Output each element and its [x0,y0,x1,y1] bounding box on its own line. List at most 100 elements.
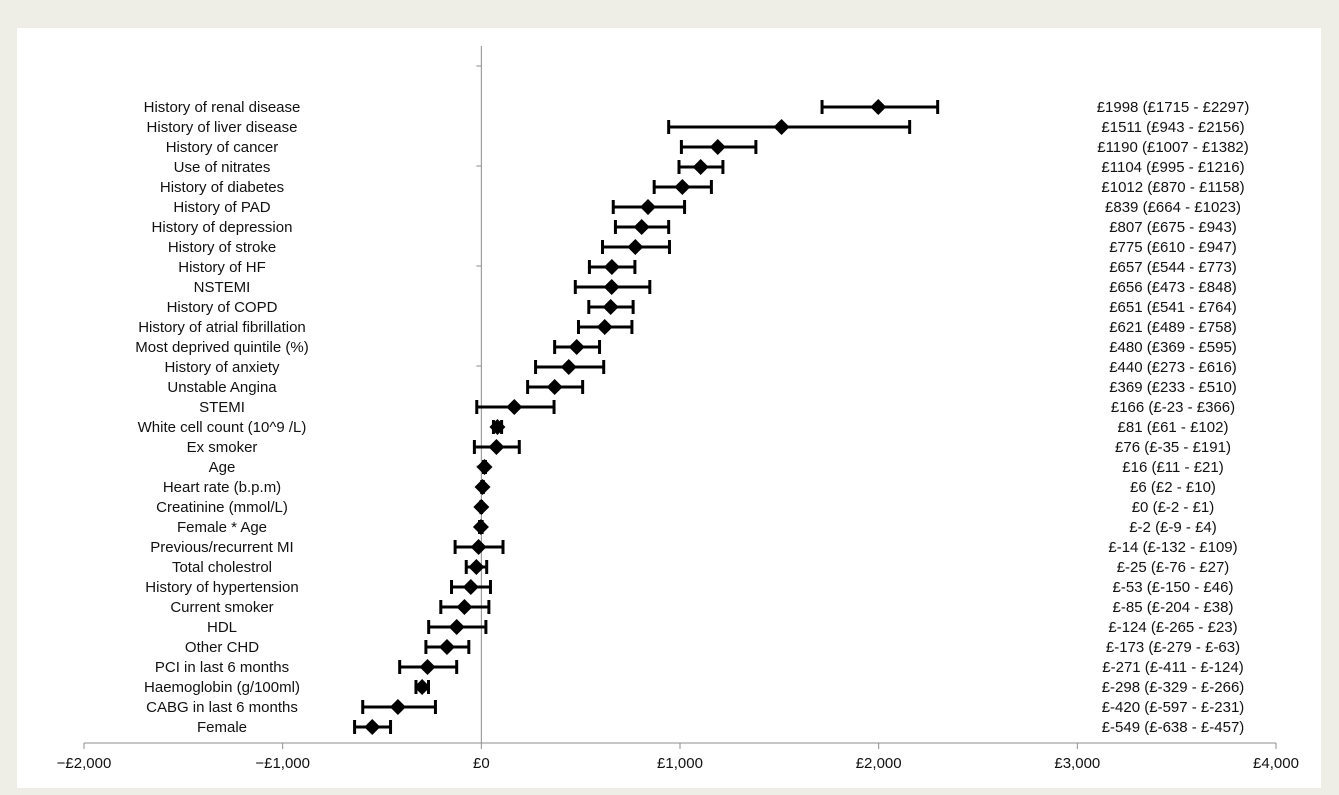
row-label: Heart rate (b.p.m) [163,479,281,496]
row-annotation: £-173 (£-279 - £-63) [1106,639,1240,656]
point-marker [462,579,479,595]
row-annotation: £-2 (£-9 - £4) [1129,519,1217,536]
x-tick-label: £3,000 [1054,755,1100,772]
row-label: Most deprived quintile (%) [135,339,308,356]
row-label: Ex smoker [187,439,258,456]
row-annotation: £839 (£664 - £1023) [1105,199,1241,216]
point-marker [473,499,490,515]
row-label: Haemoglobin (g/100ml) [144,679,300,696]
row-label: History of depression [152,219,293,236]
point-marker [560,359,577,375]
row-annotation: £-124 (£-265 - £23) [1108,619,1237,636]
row-label: History of atrial fibrillation [138,319,306,336]
point-marker [438,639,455,655]
row-label: History of cancer [166,139,279,156]
row-label: White cell count (10^9 /L) [138,419,307,436]
point-marker [596,319,613,335]
row-annotation: £-420 (£-597 - £-231) [1102,699,1245,716]
row-label: History of PAD [173,199,270,216]
point-marker [506,399,523,415]
row-annotation: £1104 (£995 - £1216) [1101,159,1244,176]
point-marker [474,479,491,495]
point-marker [603,279,620,295]
row-label: STEMI [199,399,245,416]
row-annotation: £369 (£233 - £510) [1109,379,1237,396]
row-label: Current smoker [170,599,273,616]
row-label: Female [197,719,247,736]
row-annotation: £81 (£61 - £102) [1118,419,1229,436]
row-annotation: £1511 (£943 - £2156) [1101,119,1244,136]
forest-plot: −£2,000 −£1,000 £0 £1,000 £2,000 £3,000 £4,000… [57,46,1299,772]
row-annotation: £0 (£-2 - £1) [1132,499,1215,516]
row-annotation: £-85 (£-204 - £38) [1113,599,1234,616]
row-annotation: £440 (£273 - £616) [1109,359,1237,376]
x-tick-label: −£2,000 [57,755,112,772]
row-label: Creatinine (mmol/L) [156,499,288,516]
row-label: Female * Age [177,519,267,536]
row-label: Total cholestrol [172,559,272,576]
point-marker [709,139,726,155]
point-marker [627,239,644,255]
row-annotation: £-53 (£-150 - £46) [1113,579,1234,596]
row-annotation: £-549 (£-638 - £-457) [1102,719,1245,736]
row-annotation: £621 (£489 - £758) [1109,319,1237,336]
row-label: NSTEMI [194,279,251,296]
row-annotation: £16 (£11 - £21) [1122,459,1223,476]
point-marker [602,299,619,315]
point-marker [472,519,489,535]
row-annotation: £775 (£610 - £947) [1109,239,1237,256]
point-marker [603,259,620,275]
row-label: Previous/recurrent MI [150,539,293,556]
row-annotation: £-25 (£-76 - £27) [1117,559,1230,576]
point-marker [870,99,887,115]
point-marker [692,159,709,175]
row-annotation: £-271 (£-411 - £-124) [1102,659,1243,676]
point-marker [476,459,493,475]
row-annotation: £166 (£-23 - £366) [1111,399,1235,416]
row-annotation: £807 (£675 - £943) [1109,219,1237,236]
point-marker [674,179,691,195]
x-tick-label: £4,000 [1253,755,1299,772]
row-label: History of HF [178,259,266,276]
row-label: History of hypertension [145,579,298,596]
point-marker [489,419,506,435]
row-annotation: £76 (£-35 - £191) [1115,439,1231,456]
chart-panel: −£2,000 −£1,000 £0 £1,000 £2,000 £3,000 £4,000… [17,28,1321,788]
row-annotation: £1998 (£1715 - £2297) [1097,99,1250,116]
row-annotation: £6 (£2 - £10) [1130,479,1216,496]
row-annotation: £657 (£544 - £773) [1109,259,1237,276]
point-marker [389,699,406,715]
x-tick-label: £0 [473,755,490,772]
row-label: PCI in last 6 months [155,659,289,676]
row-label: History of diabetes [160,179,284,196]
point-marker [414,679,431,695]
row-annotation: £-14 (£-132 - £109) [1108,539,1237,556]
point-marker [364,719,381,735]
point-marker [448,619,465,635]
row-label: CABG in last 6 months [146,699,298,716]
row-label: Use of nitrates [174,159,271,176]
point-marker [488,439,505,455]
point-marker [419,659,436,675]
row-label: Age [209,459,236,476]
point-marker [470,539,487,555]
row-annotation: £-298 (£-329 - £-266) [1102,679,1245,696]
point-marker [640,199,657,215]
row-annotation: £480 (£369 - £595) [1109,339,1237,356]
row-label: History of stroke [168,239,276,256]
x-tick-label: −£1,000 [255,755,310,772]
point-marker [546,379,563,395]
row-label: History of renal disease [144,99,301,116]
row-annotation: £1190 (£1007 - £1382) [1097,139,1249,156]
row-label: Other CHD [185,639,259,656]
point-marker [568,339,585,355]
point-marker [773,119,790,135]
row-label: Unstable Angina [167,379,277,396]
point-marker [456,599,473,615]
point-marker [468,559,485,575]
row-label: History of liver disease [147,119,298,136]
x-tick-label: £1,000 [657,755,703,772]
row-annotation: £656 (£473 - £848) [1109,279,1237,296]
row-label: HDL [207,619,237,636]
row-annotation: £651 (£541 - £764) [1109,299,1237,316]
